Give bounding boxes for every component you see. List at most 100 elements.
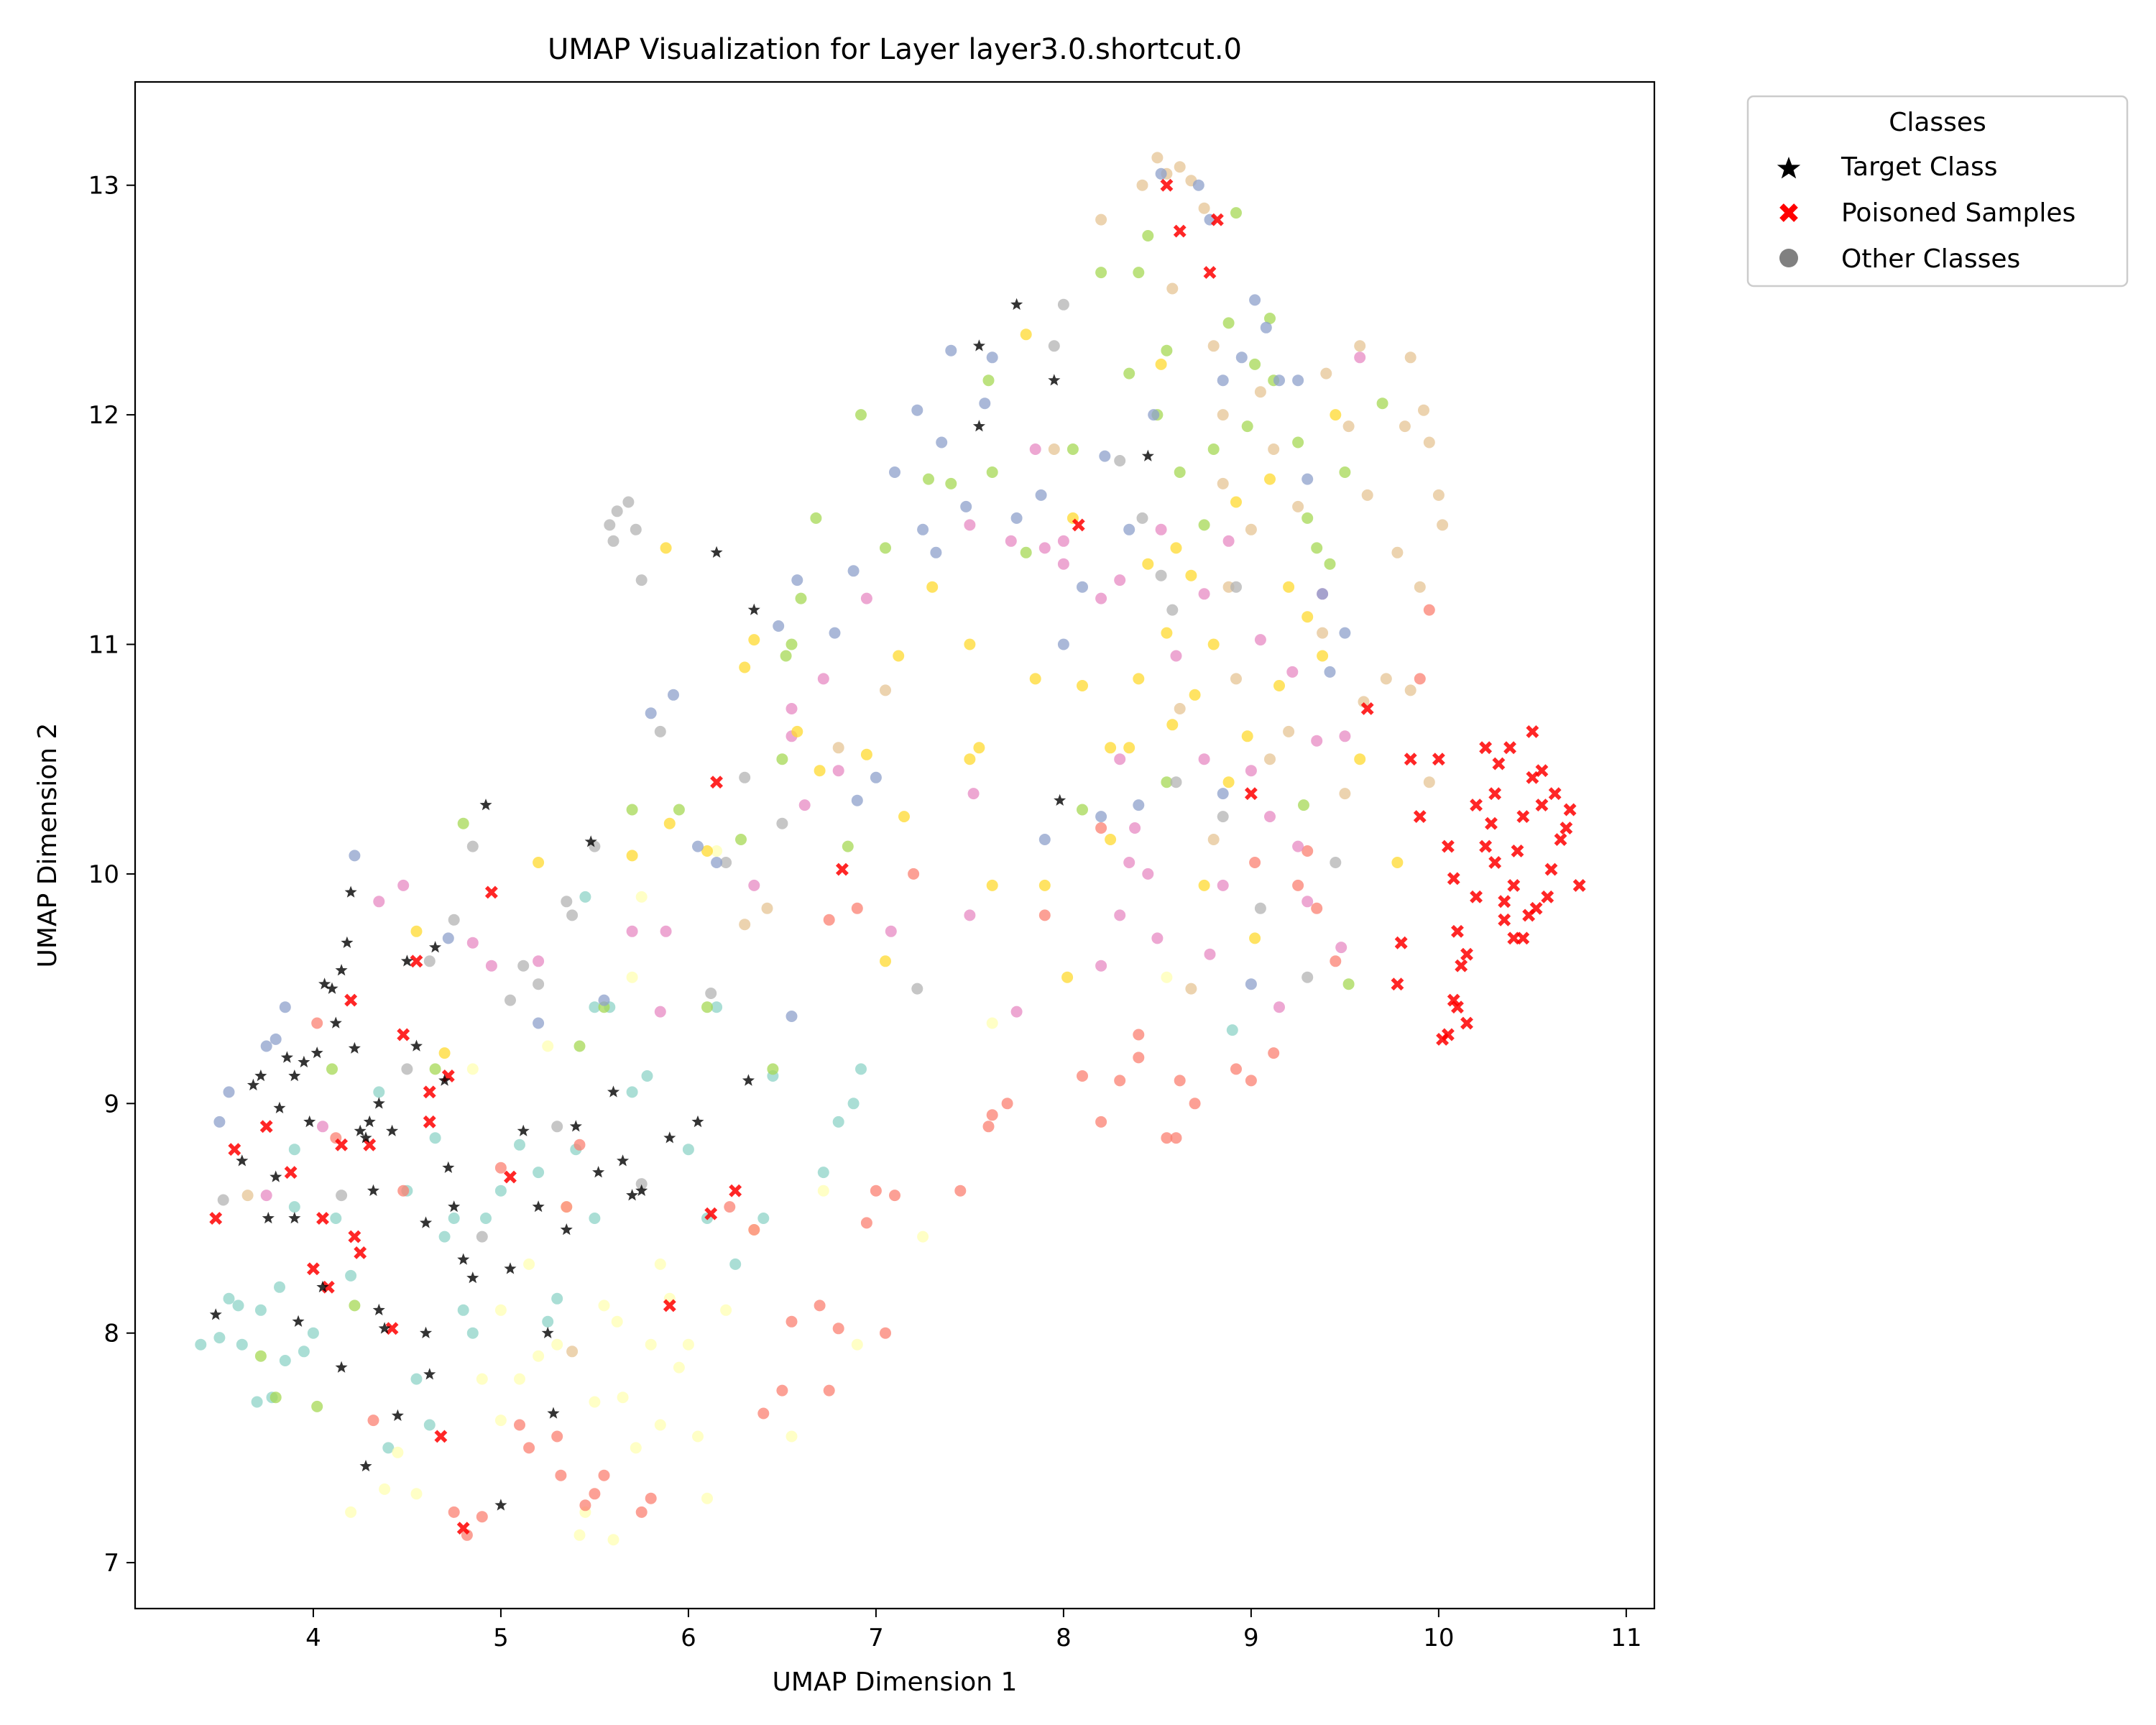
other-class-point <box>330 1213 342 1224</box>
other-class-point <box>1230 1063 1242 1075</box>
poisoned-sample-point <box>1460 947 1473 961</box>
other-class-point <box>1418 404 1429 416</box>
other-class-point <box>773 620 785 632</box>
other-class-point <box>1222 776 1235 788</box>
poisoned-sample-point <box>1441 840 1455 853</box>
other-class-point <box>476 1373 488 1385</box>
other-class-point <box>791 574 803 586</box>
other-class-point <box>1204 948 1216 960</box>
other-class-point <box>1207 834 1220 845</box>
other-class-point <box>786 1430 798 1443</box>
legend-entry-poisoned: Poisoned Samples <box>1779 198 2076 228</box>
other-class-point <box>1151 932 1164 944</box>
x-tick-label: 8 <box>1056 1624 1072 1652</box>
x-marker-icon <box>1779 203 1798 222</box>
poisoned-sample-point <box>316 1212 329 1225</box>
other-class-point <box>1335 942 1348 954</box>
x-tick-label: 11 <box>1611 1624 1641 1652</box>
other-class-point <box>692 840 704 852</box>
other-class-point <box>195 1338 207 1351</box>
other-class-point <box>973 742 985 754</box>
target-class-point <box>344 886 357 898</box>
other-class-point <box>1222 317 1235 329</box>
other-class-point <box>1292 436 1304 448</box>
other-class-point <box>1380 673 1392 685</box>
other-class-point <box>213 1116 226 1128</box>
poisoned-sample-point <box>1455 959 1468 972</box>
other-class-point <box>1404 684 1416 696</box>
target-class-point <box>292 1315 305 1327</box>
other-class-point <box>720 857 732 868</box>
other-class-point <box>711 845 723 857</box>
other-class-point <box>967 788 980 800</box>
y-tick-label: 8 <box>103 1320 119 1348</box>
other-class-point <box>461 1529 473 1541</box>
other-class-point <box>1342 420 1355 433</box>
other-class-point <box>1142 230 1154 242</box>
other-class-point <box>607 1534 619 1546</box>
other-class-point <box>1217 788 1229 800</box>
poisoned-sample-point <box>335 1138 349 1151</box>
other-class-point <box>880 542 891 554</box>
other-class-point <box>1198 753 1210 765</box>
other-class-point <box>654 1258 666 1270</box>
other-class-point <box>1207 443 1220 455</box>
other-class-point <box>1273 1001 1285 1013</box>
other-class-point <box>701 1001 713 1013</box>
target-class-point <box>329 1016 342 1029</box>
other-class-point <box>1317 627 1329 639</box>
target-class-point <box>710 546 723 558</box>
other-class-point <box>223 1292 235 1305</box>
target-class-point <box>359 1131 372 1144</box>
other-class-point <box>954 1184 967 1197</box>
other-class-point <box>705 988 717 999</box>
target-class-point <box>584 835 597 847</box>
chart-title: UMAP Visualization for Layer layer3.0.sh… <box>548 33 1242 66</box>
other-class-point <box>668 689 679 701</box>
other-class-point <box>457 817 469 829</box>
other-class-point <box>485 960 497 972</box>
other-class-point <box>401 1063 413 1075</box>
target-class-point <box>367 1184 379 1196</box>
other-class-point <box>757 1407 770 1420</box>
other-class-point <box>1320 367 1332 380</box>
other-class-point <box>1230 673 1242 685</box>
other-class-point <box>1161 971 1173 983</box>
other-class-point <box>311 1400 323 1412</box>
other-class-point <box>635 1178 648 1190</box>
other-class-point <box>635 574 648 586</box>
target-class-point <box>420 1326 433 1338</box>
other-class-point <box>1245 765 1257 777</box>
target-class-point <box>423 1368 436 1380</box>
star-marker-icon <box>1777 157 1801 179</box>
other-class-point <box>1273 680 1285 691</box>
y-axis-label: UMAP Dimension 2 <box>33 723 63 968</box>
other-class-point <box>1391 546 1404 558</box>
other-class-point <box>832 1322 844 1335</box>
other-class-point <box>1136 512 1148 524</box>
poisoned-sample-point <box>1544 862 1558 876</box>
other-class-point <box>438 1230 451 1243</box>
other-class-point <box>817 1167 829 1179</box>
other-class-point <box>1095 213 1107 226</box>
other-class-point <box>1170 1132 1182 1144</box>
other-class-point <box>720 1304 732 1316</box>
other-class-point <box>1292 840 1304 852</box>
poisoned-sample-point <box>1447 993 1460 1007</box>
poisoned-sample-point <box>1560 822 1573 834</box>
other-class-point <box>692 1430 704 1443</box>
other-class-point <box>533 955 545 967</box>
target-class-point <box>517 1124 530 1136</box>
other-class-point <box>598 994 610 1006</box>
other-class-point <box>1339 466 1351 478</box>
other-class-point <box>776 753 788 765</box>
other-class-point <box>1268 1047 1280 1059</box>
other-class-point <box>1133 1029 1145 1041</box>
target-class-point <box>372 1097 385 1109</box>
other-class-point <box>1230 496 1242 508</box>
other-class-point <box>611 505 623 518</box>
target-class-point <box>972 420 985 432</box>
other-class-point <box>660 542 672 554</box>
legend-title: Classes <box>1889 108 1986 137</box>
